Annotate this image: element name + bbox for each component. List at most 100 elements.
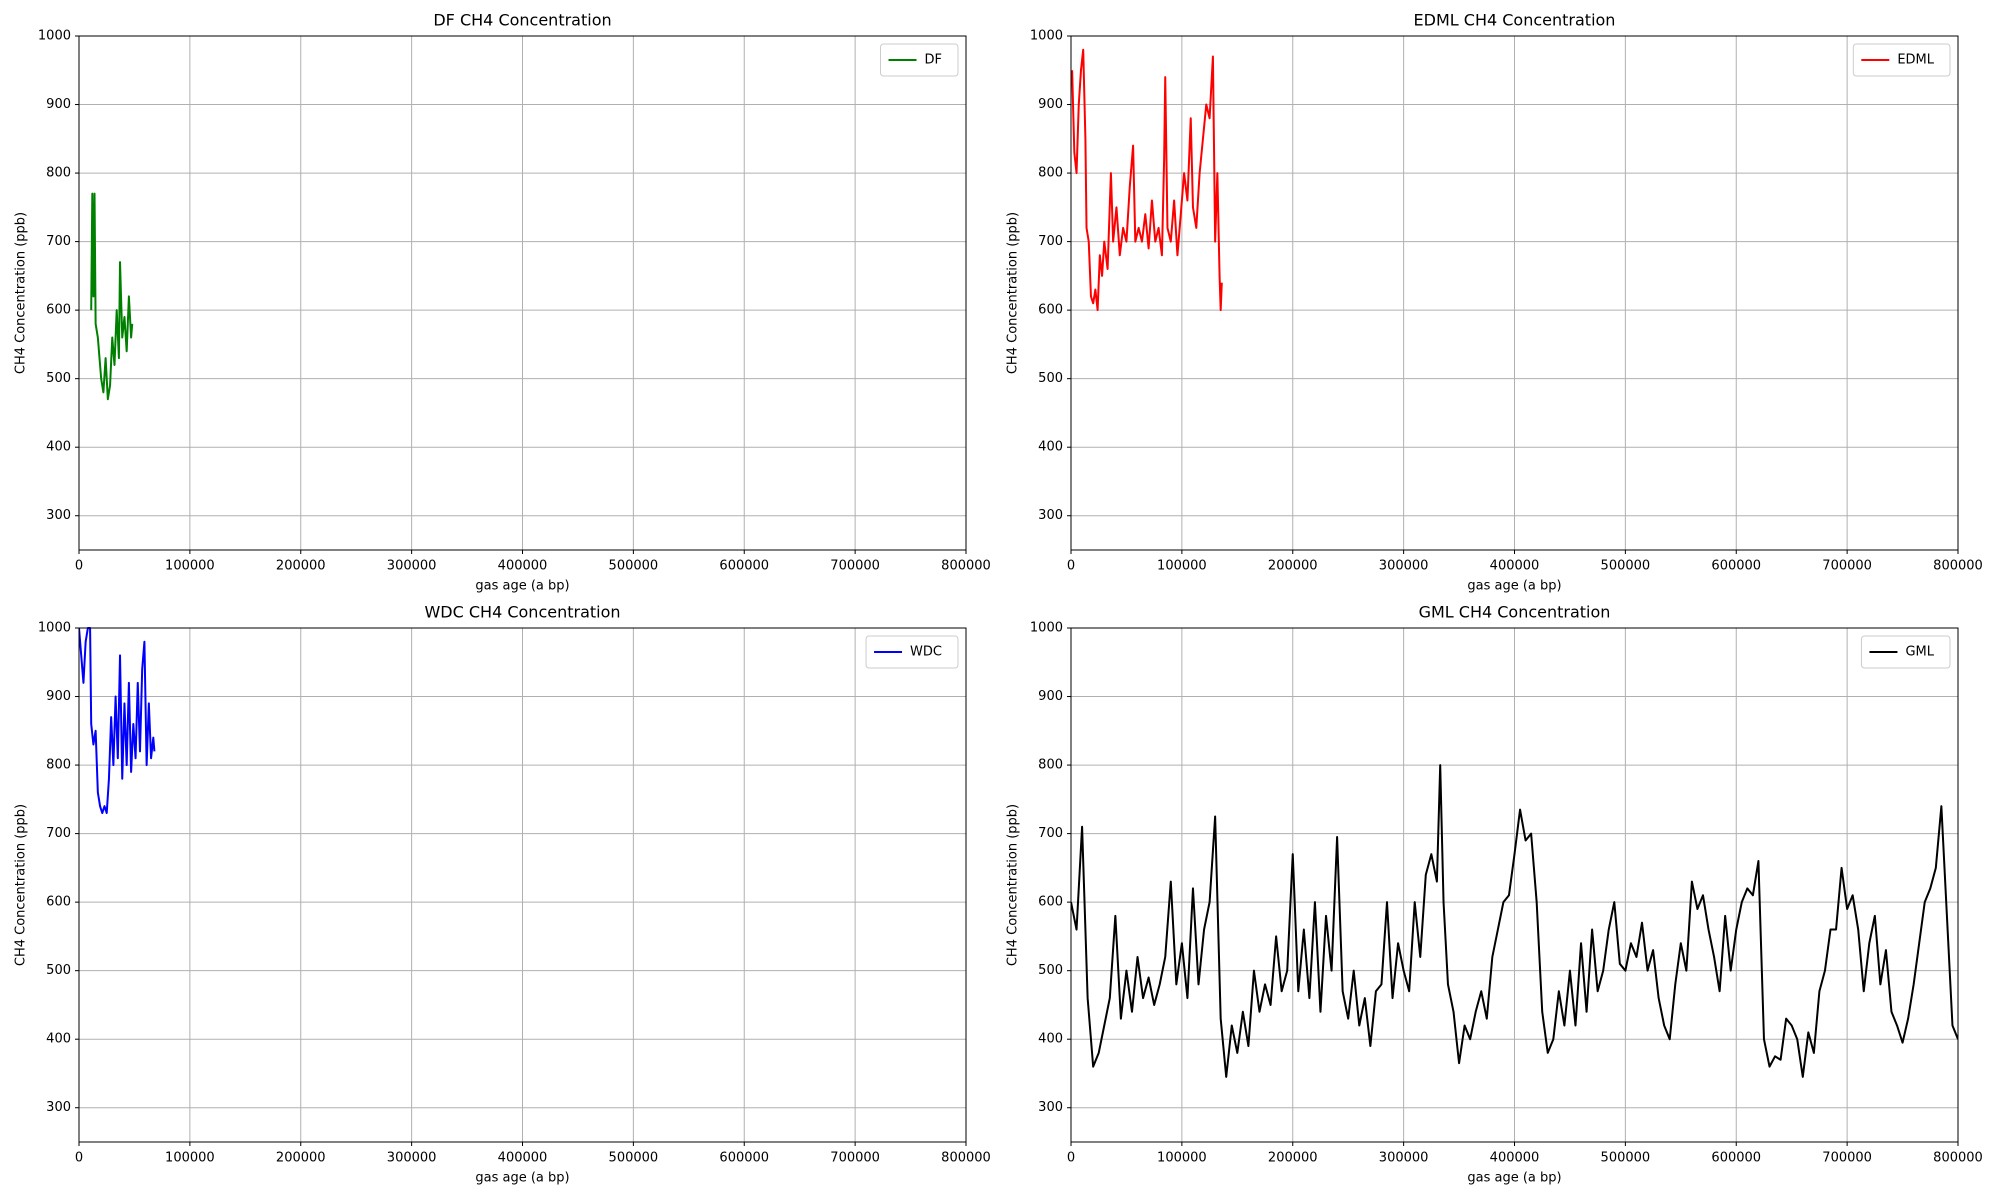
y-tick-label: 500 bbox=[46, 371, 71, 386]
x-tick-label: 600000 bbox=[719, 559, 769, 574]
y-tick-label: 500 bbox=[1038, 963, 1063, 978]
legend: GML bbox=[1860, 635, 1951, 669]
y-tick-label: 900 bbox=[1038, 689, 1063, 704]
y-tick-label: 500 bbox=[46, 963, 71, 978]
x-tick-label: 800000 bbox=[1933, 1151, 1983, 1166]
x-tick-label: 700000 bbox=[1822, 559, 1872, 574]
x-tick-label: 400000 bbox=[1490, 1151, 1540, 1166]
x-tick-label: 500000 bbox=[609, 1151, 659, 1166]
y-tick-label: 800 bbox=[46, 166, 71, 181]
x-tick-label: 0 bbox=[1067, 1151, 1075, 1166]
y-tick-label: 1000 bbox=[38, 621, 71, 636]
y-tick-label: 400 bbox=[1038, 1032, 1063, 1047]
y-tick-label: 600 bbox=[46, 895, 71, 910]
x-tick-label: 700000 bbox=[830, 1151, 880, 1166]
y-tick-label: 300 bbox=[1038, 508, 1063, 523]
data-line bbox=[1071, 764, 1958, 1078]
y-axis-label: CH4 Concentration (ppb) bbox=[14, 804, 29, 966]
y-tick-label: 600 bbox=[1038, 303, 1063, 318]
axes-frame bbox=[1070, 627, 1959, 1143]
x-axis-label: gas age (a bp) bbox=[475, 579, 569, 594]
subplot: 300 400 500 600 700 800 900 1000 0 100000 200000 30… bbox=[1006, 11, 1983, 594]
y-tick-label: 400 bbox=[46, 440, 71, 455]
x-tick-label: 500000 bbox=[1601, 1151, 1651, 1166]
y-axis-label: CH4 Concentration (ppb) bbox=[14, 212, 29, 374]
legend-label: EDML bbox=[1897, 53, 1934, 68]
x-axis-label: gas age (a bp) bbox=[1467, 579, 1561, 594]
legend: EDML bbox=[1852, 43, 1951, 77]
x-tick-label: 300000 bbox=[387, 559, 437, 574]
legend-frame bbox=[880, 43, 959, 77]
y-tick-label: 900 bbox=[46, 97, 71, 112]
x-tick-label: 600000 bbox=[1711, 1151, 1761, 1166]
x-tick-label: 800000 bbox=[1933, 559, 1983, 574]
x-tick-label: 600000 bbox=[719, 1151, 769, 1166]
x-tick-label: 700000 bbox=[1822, 1151, 1872, 1166]
x-tick-label: 0 bbox=[75, 559, 83, 574]
x-tick-label: 200000 bbox=[276, 1151, 326, 1166]
data-line bbox=[90, 192, 134, 401]
y-tick-label: 300 bbox=[1038, 1100, 1063, 1115]
x-tick-label: 400000 bbox=[1490, 559, 1540, 574]
chart-title: EDML CH4 Concentration bbox=[1414, 11, 1616, 30]
y-tick-label: 800 bbox=[46, 758, 71, 773]
x-tick-label: 400000 bbox=[498, 559, 548, 574]
y-tick-label: 1000 bbox=[1030, 29, 1063, 44]
y-tick-label: 500 bbox=[1038, 371, 1063, 386]
x-tick-label: 300000 bbox=[387, 1151, 437, 1166]
y-tick-label: 400 bbox=[1038, 440, 1063, 455]
x-tick-label: 800000 bbox=[941, 559, 991, 574]
y-axis-label: CH4 Concentration (ppb) bbox=[1006, 212, 1021, 374]
x-tick-label: 0 bbox=[75, 1151, 83, 1166]
x-axis-label: gas age (a bp) bbox=[1467, 1171, 1561, 1186]
y-tick-label: 700 bbox=[46, 234, 71, 249]
x-tick-label: 500000 bbox=[1601, 559, 1651, 574]
y-tick-label: 800 bbox=[1038, 166, 1063, 181]
axes-frame bbox=[78, 35, 967, 551]
chart-title: GML CH4 Concentration bbox=[1419, 603, 1611, 622]
y-tick-label: 600 bbox=[1038, 895, 1063, 910]
legend-frame bbox=[865, 635, 959, 669]
data-line bbox=[1071, 48, 1223, 312]
x-tick-label: 100000 bbox=[165, 559, 215, 574]
y-tick-label: 1000 bbox=[1030, 621, 1063, 636]
axes-frame bbox=[1070, 35, 1959, 551]
y-tick-label: 900 bbox=[46, 689, 71, 704]
subplot: 300 400 500 600 700 800 900 1000 0 100000 200000 30… bbox=[14, 603, 991, 1186]
x-tick-label: 200000 bbox=[1268, 1151, 1318, 1166]
y-tick-label: 800 bbox=[1038, 758, 1063, 773]
y-tick-label: 700 bbox=[46, 826, 71, 841]
x-tick-label: 800000 bbox=[941, 1151, 991, 1166]
data-line bbox=[79, 627, 156, 815]
y-tick-label: 600 bbox=[46, 303, 71, 318]
y-tick-label: 300 bbox=[46, 1100, 71, 1115]
y-tick-label: 1000 bbox=[38, 29, 71, 44]
y-tick-label: 400 bbox=[46, 1032, 71, 1047]
legend-label: DF bbox=[925, 53, 943, 68]
legend-label: WDC bbox=[910, 645, 942, 660]
y-tick-label: 700 bbox=[1038, 826, 1063, 841]
subplot: 300 400 500 600 700 800 900 1000 0 100000 200000 30… bbox=[1006, 603, 1983, 1186]
x-tick-label: 300000 bbox=[1379, 559, 1429, 574]
x-tick-label: 200000 bbox=[276, 559, 326, 574]
x-tick-label: 200000 bbox=[1268, 559, 1318, 574]
x-tick-label: 100000 bbox=[1157, 1151, 1207, 1166]
x-tick-label: 500000 bbox=[609, 559, 659, 574]
x-tick-label: 100000 bbox=[165, 1151, 215, 1166]
x-axis-label: gas age (a bp) bbox=[475, 1171, 569, 1186]
x-tick-label: 300000 bbox=[1379, 1151, 1429, 1166]
y-axis-label: CH4 Concentration (ppb) bbox=[1006, 804, 1021, 966]
legend-label: GML bbox=[1905, 645, 1934, 660]
chart-title: WDC CH4 Concentration bbox=[424, 603, 620, 622]
y-tick-label: 300 bbox=[46, 508, 71, 523]
legend: DF bbox=[880, 43, 959, 77]
subplot: 300 400 500 600 700 800 900 1000 0 100000 200000 30… bbox=[14, 11, 991, 594]
axes-frame bbox=[78, 627, 967, 1143]
y-tick-label: 900 bbox=[1038, 97, 1063, 112]
chart-title: DF CH4 Concentration bbox=[433, 11, 611, 30]
legend-frame bbox=[1860, 635, 1951, 669]
x-tick-label: 0 bbox=[1067, 559, 1075, 574]
x-tick-label: 600000 bbox=[1711, 559, 1761, 574]
legend: WDC bbox=[865, 635, 959, 669]
